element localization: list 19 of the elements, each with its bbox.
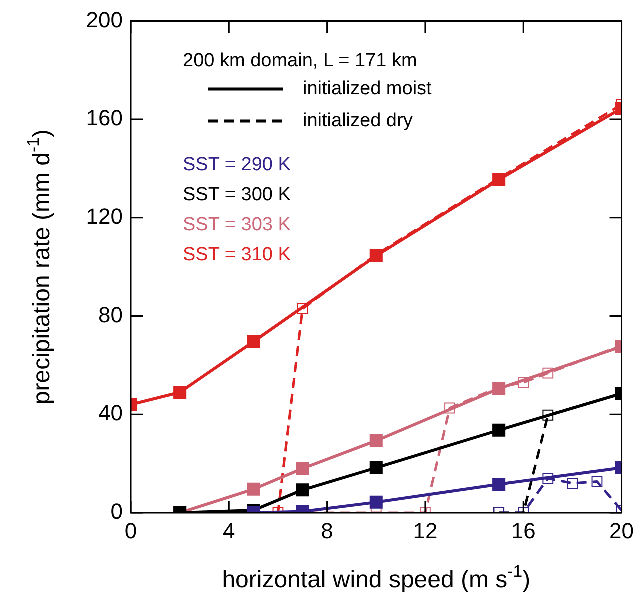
legend-title: 200 km domain, L = 171 km [183, 50, 418, 72]
x-tick-label: 8 [321, 518, 334, 544]
annotation: initialized moist [303, 78, 433, 100]
y-tick-label: 120 [86, 204, 123, 229]
x-tick-label: 16 [511, 518, 536, 544]
text: SST = 300 K [183, 184, 292, 206]
x-tick-label: 20 [610, 518, 634, 544]
annotation: initialized dry [303, 110, 414, 132]
y-tick-label: 200 [86, 7, 123, 32]
text: SST = 303 K [183, 214, 292, 236]
y-tick-label: 40 [98, 400, 123, 426]
y-tick-label: 0 [110, 499, 123, 524]
text: SST = 310 K [183, 244, 292, 266]
y-tick-label: 160 [86, 106, 123, 131]
y-tick-label: 80 [98, 302, 123, 328]
y-axis-title: precipitation rate (mm d-1) [24, 130, 56, 405]
x-tick-label: 12 [413, 518, 438, 544]
x-tick-label: 4 [223, 518, 236, 544]
text: SST = 290 K [183, 154, 292, 176]
